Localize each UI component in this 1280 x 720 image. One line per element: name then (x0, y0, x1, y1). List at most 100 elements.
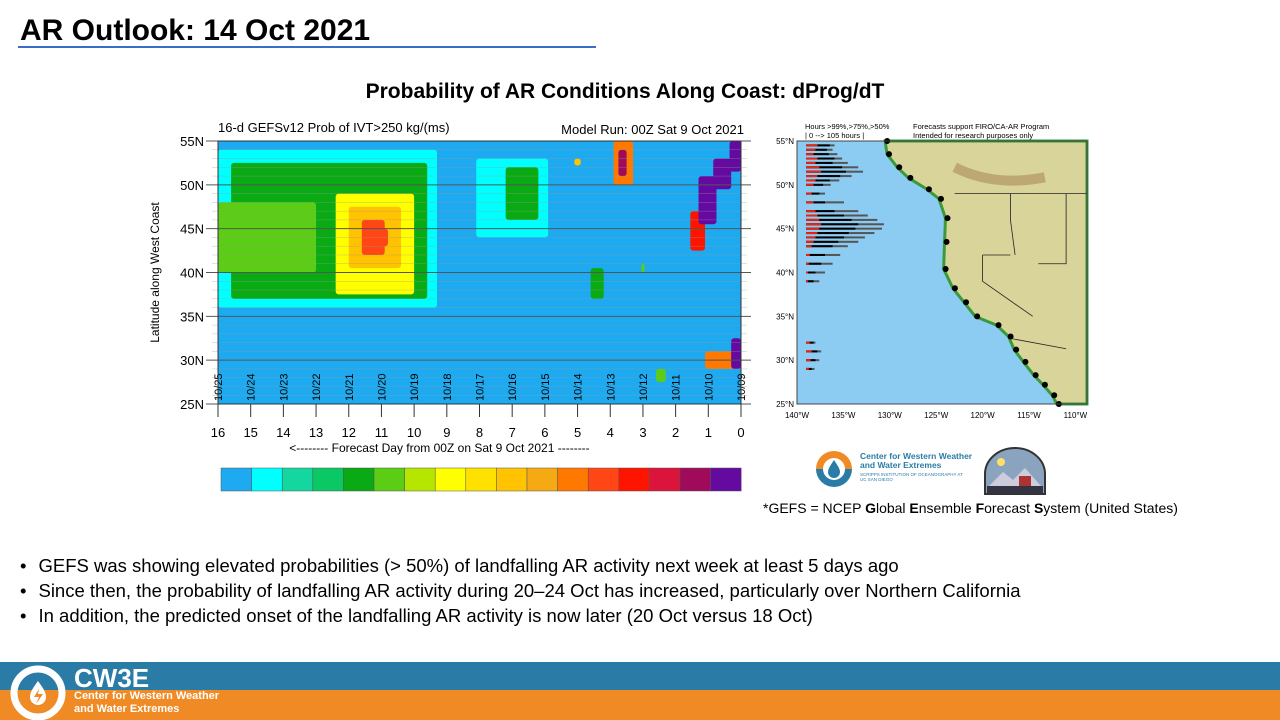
cw3e-logo-icon (816, 451, 852, 487)
map-header-hours: Hours >99%,>75%,>50% (805, 122, 890, 131)
note-e: E (909, 500, 919, 516)
x-tick-label: 14 (276, 425, 290, 440)
date-label: 10/13 (605, 373, 617, 401)
colorbar-swatch (312, 467, 344, 492)
hours-bar-75 (806, 232, 849, 235)
hours-bar-75 (806, 144, 830, 147)
chart-title-right: Model Run: 00Z Sat 9 Oct 2021 (561, 122, 744, 137)
colorbar-swatch (679, 467, 711, 492)
heatmap-cell (731, 338, 741, 369)
coast-point (1013, 346, 1020, 353)
heatmap-cell (618, 149, 627, 177)
hours-bar-99 (806, 153, 814, 156)
slide-title: AR Outlook: 14 Oct 2021 (20, 14, 371, 47)
x-tick-label: 2 (672, 425, 679, 440)
hours-bar-75 (806, 218, 852, 221)
map-lon-label: 120°W (971, 411, 996, 420)
cw3e-footer-logo-icon (10, 665, 66, 720)
y-tick-label: 25N (180, 397, 204, 412)
y-tick-label: 35N (180, 309, 204, 324)
note-w3: orecast (984, 500, 1034, 516)
colorbar-label: 0.85 (606, 497, 631, 500)
map-header-disclaimer: Intended for research purposes only (913, 131, 1033, 140)
hours-bar-75 (806, 183, 824, 186)
x-tick-label: 12 (342, 425, 356, 440)
date-label: 10/24 (246, 373, 258, 401)
heatmap-cell (641, 263, 645, 273)
map-header-range: | 0 --> 105 hours | (805, 131, 864, 140)
coast-point (886, 151, 893, 158)
map-lon-label: 130°W (878, 411, 903, 420)
map-lat-label: 35°N (776, 312, 794, 321)
coast-point (937, 195, 944, 202)
note-g: G (865, 500, 876, 516)
bullet-item: Since then, the probability of landfalli… (20, 578, 1020, 603)
x-tick-label: 6 (541, 425, 548, 440)
colorbar-swatch (526, 467, 558, 492)
x-tick-label: 0 (737, 425, 744, 440)
hours-bar-99 (806, 253, 810, 256)
hours-bar-99 (806, 166, 820, 169)
colorbar-swatch (496, 467, 528, 492)
coast-point (995, 322, 1002, 329)
hours-bar-99 (806, 161, 816, 164)
colorbar-swatch (404, 467, 436, 492)
y-tick-label: 30N (180, 353, 204, 368)
hours-bar-75 (806, 166, 843, 169)
note-f: F (975, 500, 985, 516)
hours-bar-75 (806, 148, 827, 151)
coast-point (963, 299, 970, 306)
coast-point (896, 164, 903, 171)
bullet-item: In addition, the predicted onset of the … (20, 603, 1021, 628)
bullet-item: GEFS was showing elevated probabilities … (20, 553, 1021, 578)
petaluma-state-meteorology-logo-icon (984, 447, 1046, 495)
title-underline (18, 46, 596, 48)
colorbar-swatch (649, 467, 681, 492)
hours-bar-75 (806, 175, 841, 178)
mountains (952, 162, 1046, 186)
x-tick-label: 9 (443, 425, 450, 440)
date-label: 10/19 (409, 373, 421, 401)
hours-bar-99 (806, 240, 814, 243)
colorbar-label: 0.95 (667, 497, 692, 500)
colorbar-swatch (618, 467, 650, 492)
map-lon-label: 140°W (785, 411, 810, 420)
x-tick-label: 16 (211, 425, 225, 440)
coast-point (944, 215, 951, 222)
hours-bar-99 (806, 179, 816, 182)
colorbar-label: 0.45 (361, 497, 386, 500)
hours-bar-99 (806, 350, 812, 353)
x-axis-label: <-------- Forecast Day from 00Z on Sat 9… (289, 441, 589, 455)
hours-bar-75 (806, 253, 825, 256)
hours-bar-99 (806, 227, 820, 230)
gefs-footnote: *GEFS = NCEP Global Ensemble Forecast Sy… (763, 500, 1178, 516)
hours-bar-75 (806, 367, 812, 370)
cw3e-logo-text: Center for Western Weather and Water Extr… (860, 452, 980, 470)
x-tick-label: 4 (607, 425, 614, 440)
date-label: 10/15 (540, 373, 552, 401)
colorbar-swatch (373, 467, 405, 492)
x-tick-label: 10 (407, 425, 421, 440)
coast-point (951, 285, 958, 292)
coast-point (943, 238, 950, 245)
note-w2: nsemble (918, 500, 976, 516)
date-label: 10/10 (703, 373, 715, 401)
date-label: 10/18 (442, 373, 454, 401)
map-lon-label: 110°W (1064, 411, 1088, 420)
bullet-list: GEFS was showing elevated probabilities … (20, 553, 1021, 628)
colorbar-label: 0.25 (239, 497, 264, 500)
map-lon-label: 135°W (831, 411, 856, 420)
hours-bar-75 (806, 210, 835, 213)
hours-bar-99 (806, 280, 808, 283)
footer-sub-line2: and Water Extremes (74, 703, 180, 715)
x-tick-label: 5 (574, 425, 581, 440)
hours-bar-99 (806, 214, 818, 217)
date-label: 10/09 (736, 373, 748, 401)
figure-title: Probability of AR Conditions Along Coast… (365, 80, 885, 103)
x-tick-label: 7 (509, 425, 516, 440)
heatmap-cell (656, 368, 666, 383)
coastal-hours-map: Hours >99%,>75%,>50%| 0 --> 105 hours | F… (776, 122, 1089, 420)
hours-bar-99 (806, 262, 809, 265)
x-tick-label: 13 (309, 425, 323, 440)
hours-bar-75 (806, 262, 822, 265)
